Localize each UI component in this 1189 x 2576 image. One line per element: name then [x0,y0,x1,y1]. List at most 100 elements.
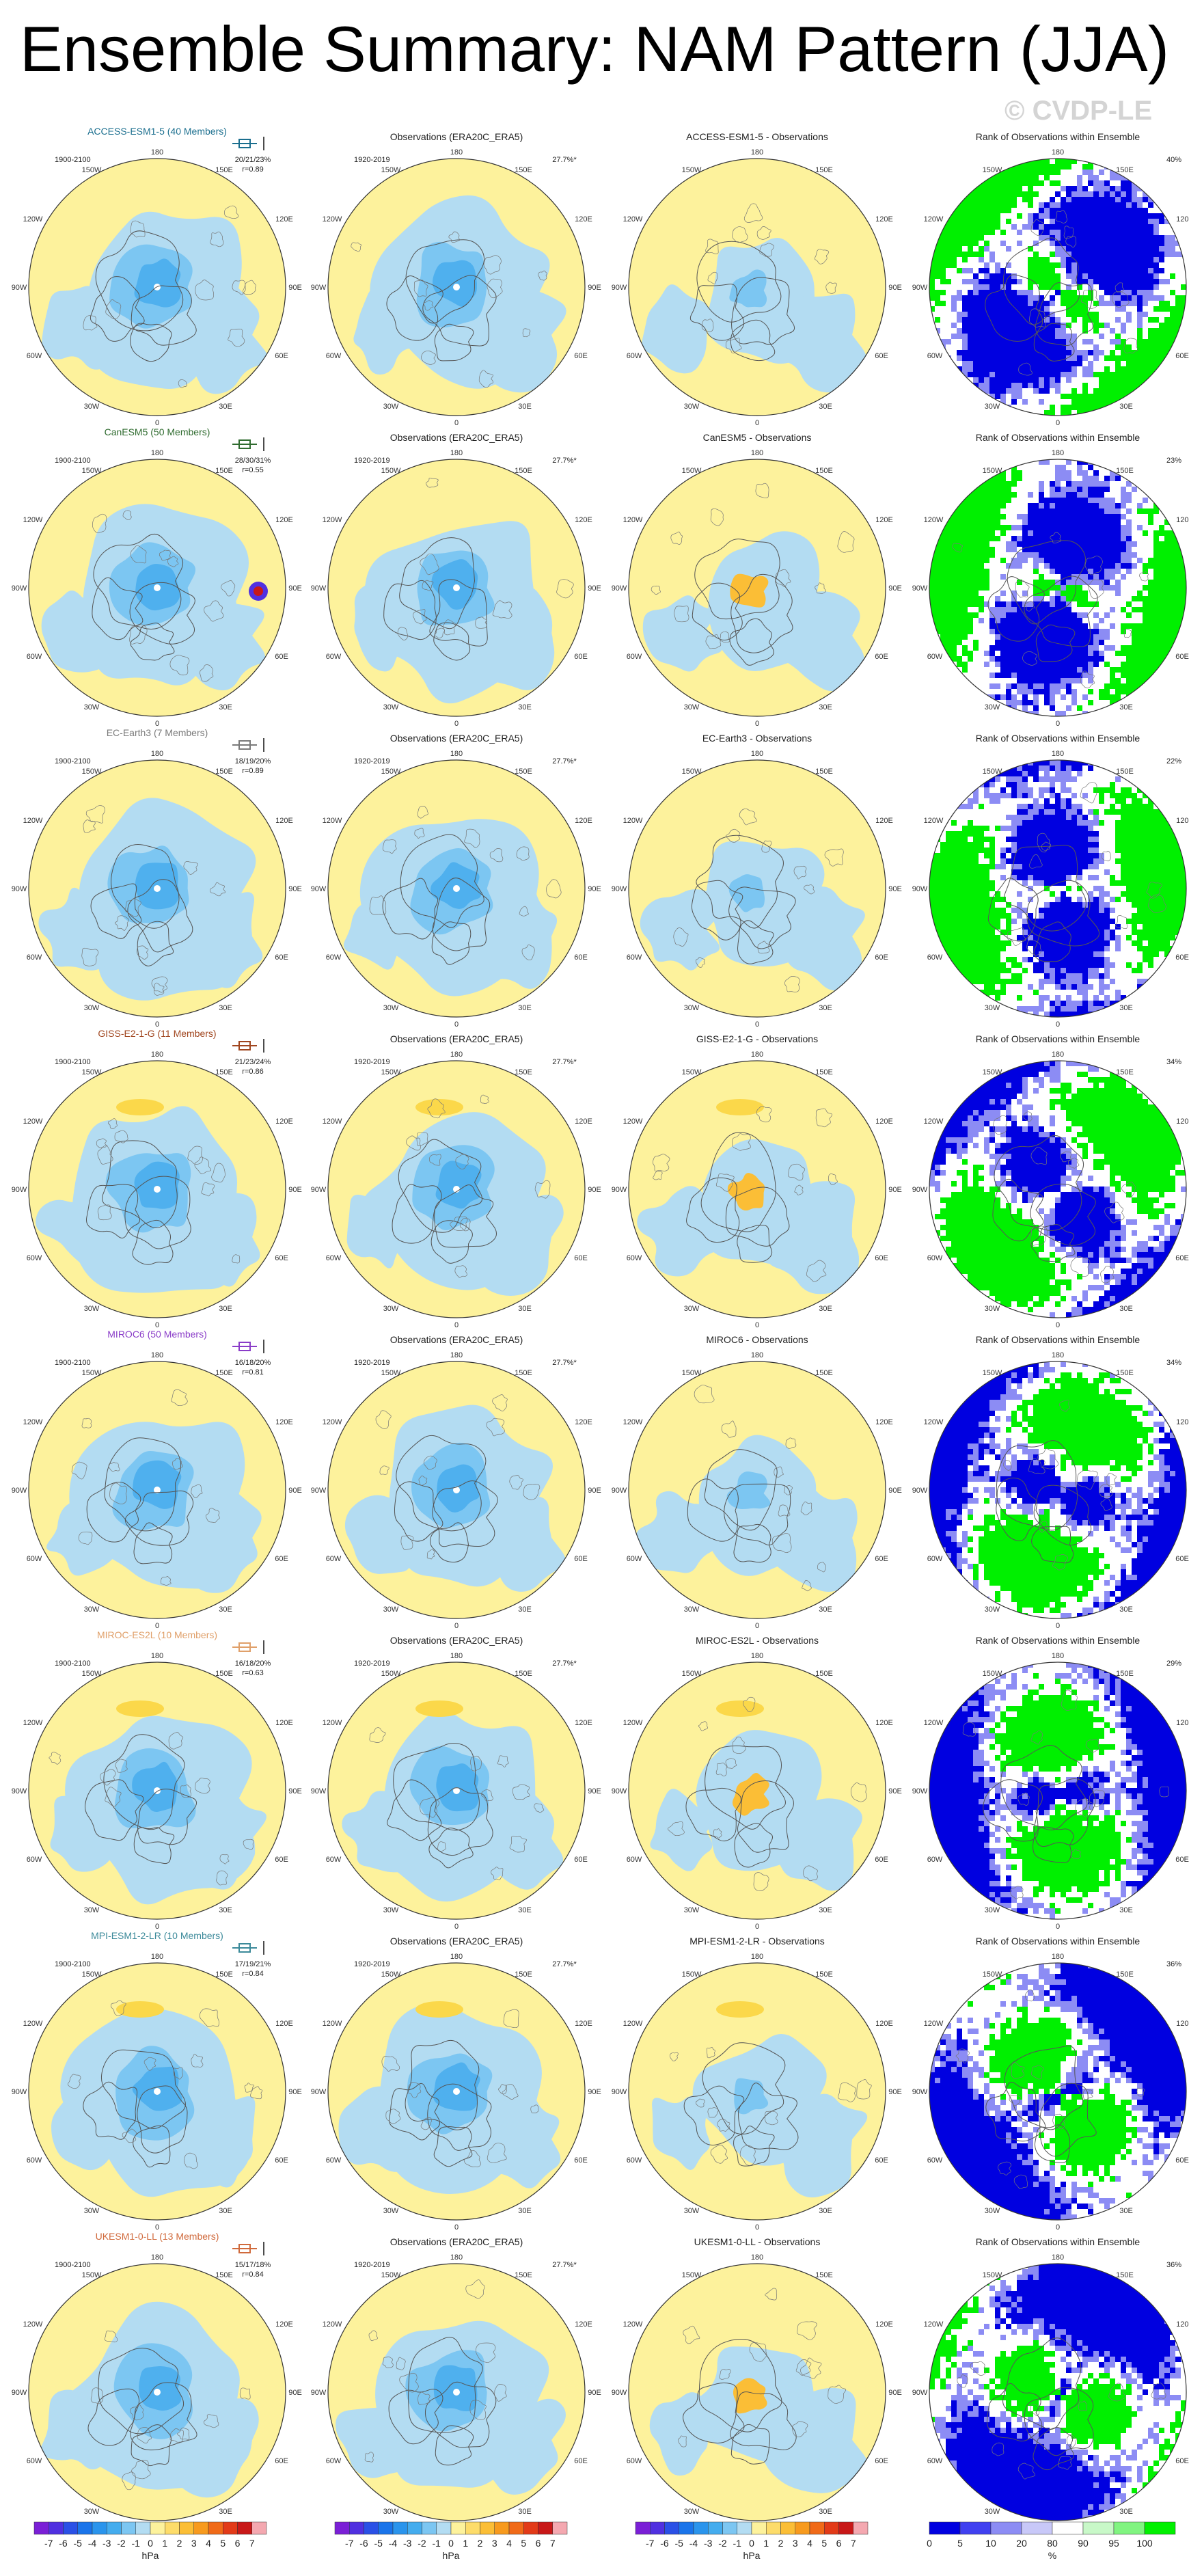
rank-cell [1126,377,1132,383]
rank-cell [1088,257,1094,263]
rank-cell [1011,257,1017,263]
rank-cell [1033,344,1039,351]
rank-cell [1170,372,1176,378]
rank-cell [1164,175,1171,181]
rank-cell [979,705,985,711]
rank-cell [1055,640,1061,646]
rank-cell [1017,656,1023,662]
rank-cell [1126,514,1132,520]
rank-cell [1104,601,1110,608]
rank-cell [1017,618,1023,624]
rank-cell [1175,301,1181,307]
rank-cell [1153,312,1160,318]
rank-cell [929,700,935,706]
rank-cell [1132,279,1138,285]
rank-cell [1050,678,1056,684]
rank-cell [989,230,996,236]
rank-cell [979,246,985,252]
rank-cell [1148,159,1154,165]
rank-cell [1099,377,1105,383]
rank-cell [929,159,935,165]
rank-cell [973,514,979,520]
rank-cell [1017,230,1023,236]
rank-cell [1126,230,1132,236]
rank-cell [929,503,935,509]
rank-cell [1000,667,1007,673]
rank-cell [1017,372,1023,378]
rank-cell [979,558,985,564]
rank-cell [1148,170,1154,176]
rank-cell [962,541,968,547]
rank-cell [984,629,990,635]
rank-cell [1011,525,1017,531]
rank-cell [1022,596,1028,602]
rank-cell [1000,591,1007,597]
rank-cell [1148,328,1154,334]
rank-cell [929,295,935,301]
rank-cell [1143,705,1149,711]
rank-cell [979,202,985,208]
rank-cell [1143,694,1149,701]
rank-cell [1104,519,1110,526]
rank-cell [968,503,974,509]
rank-cell [1055,344,1061,351]
rank-cell [1137,328,1143,334]
rank-cell [1061,591,1067,597]
rank-cell [1159,525,1165,531]
rank-cell [1126,525,1132,531]
rank-cell [1011,465,1017,471]
rank-cell [1164,284,1171,290]
difference-title: EC-Earth3 - Observations [702,733,812,744]
rank-cell [1099,399,1105,405]
rank-cell [989,612,996,619]
rank-cell [1143,377,1149,383]
rank-cell [1055,328,1061,334]
rank-cell [1110,290,1116,296]
rank-cell [940,399,946,405]
rank-cell [940,175,946,181]
rank-cell [1006,410,1012,416]
rank-cell [1137,569,1143,575]
rank-cell [1143,596,1149,602]
rank-cell [1017,257,1023,263]
rank-cell [1006,481,1012,487]
rank-cell [1110,284,1116,290]
rank-cell [984,241,990,247]
rank-cell [1028,312,1034,318]
rank-cell [1028,339,1034,345]
island-outline [129,624,148,645]
map-rank-r0 [929,159,1186,416]
rank-cell [1164,585,1171,591]
rank-cell [1159,558,1165,564]
rank-cell [1170,705,1176,711]
rank-cell [1170,601,1176,608]
rank-cell [973,574,979,580]
rank-cell [1077,459,1083,465]
rank-cell [984,760,990,766]
rank-cell [1126,394,1132,400]
rank-cell [1071,487,1078,493]
rank-cell [1153,476,1160,482]
rank-cell [946,459,952,465]
rank-cell [1071,634,1078,640]
rank-cell [1033,284,1039,290]
obs-pct: 27.7%* [552,457,577,465]
rank-cell [968,569,974,575]
island-outline [1084,556,1103,575]
rank-cell [1137,760,1143,766]
rank-cell [1077,705,1083,711]
rank-cell [995,279,1001,285]
rank-cell [1088,498,1094,504]
rank-cell [1017,580,1023,586]
rank-cell [1175,601,1181,608]
rank-cell [1143,284,1149,290]
rank-cell [1153,170,1160,176]
island-outline [793,865,807,880]
rank-cell [1017,186,1023,192]
rank-cell [1132,175,1138,181]
rank-cell [935,257,941,263]
rank-cell [940,410,946,416]
rank-cell [995,284,1001,290]
rank-cell [1039,585,1045,591]
rank-cell [929,601,935,608]
